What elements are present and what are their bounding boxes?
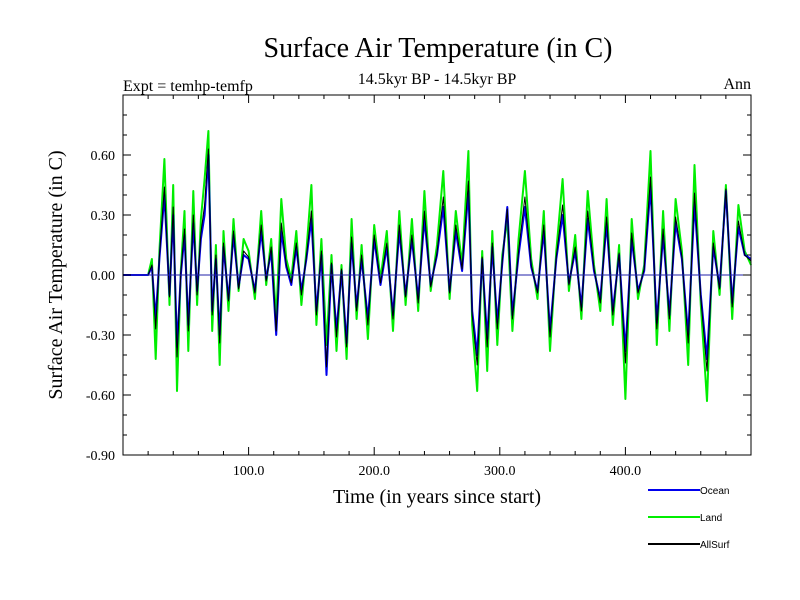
y-tick-label: -0.30 [86, 329, 115, 344]
y-tick-label: 0.30 [91, 209, 116, 224]
legend-label-land: Land [700, 513, 722, 524]
legend-label-ocean: Ocean [700, 486, 729, 497]
axis-layer: -0.90 -0.60 -0.30 0.00 0.30 0.60 100.0 200.0 300… [86, 94, 751, 479]
y-tick-label: -0.60 [86, 389, 115, 404]
plot-frame [122, 94, 752, 456]
x-tick-label: 400.0 [610, 464, 642, 479]
season-label: Ann [723, 76, 751, 93]
chart-subtitle: 14.5kyr BP - 14.5kyr BP [358, 71, 517, 88]
y-tick-label: 0.60 [91, 149, 116, 164]
series-layer [123, 130, 752, 402]
legend-label-allsurf: AllSurf [700, 540, 730, 551]
y-axis-label: Surface Air Temperature (in C) [45, 150, 67, 399]
chart-title: Surface Air Temperature (in C) [264, 33, 613, 64]
experiment-label: Expt = temhp-temfp [123, 78, 253, 95]
x-tick-label: 100.0 [233, 464, 265, 479]
y-tick-label: -0.90 [86, 449, 115, 464]
x-tick-label: 200.0 [358, 464, 390, 479]
x-axis-label: Time (in years since start) [333, 486, 541, 508]
legend: Ocean Land AllSurf [648, 486, 730, 551]
series-line-allsurf [123, 148, 752, 372]
x-tick-label: 300.0 [484, 464, 516, 479]
y-tick-label: 0.00 [91, 269, 116, 284]
